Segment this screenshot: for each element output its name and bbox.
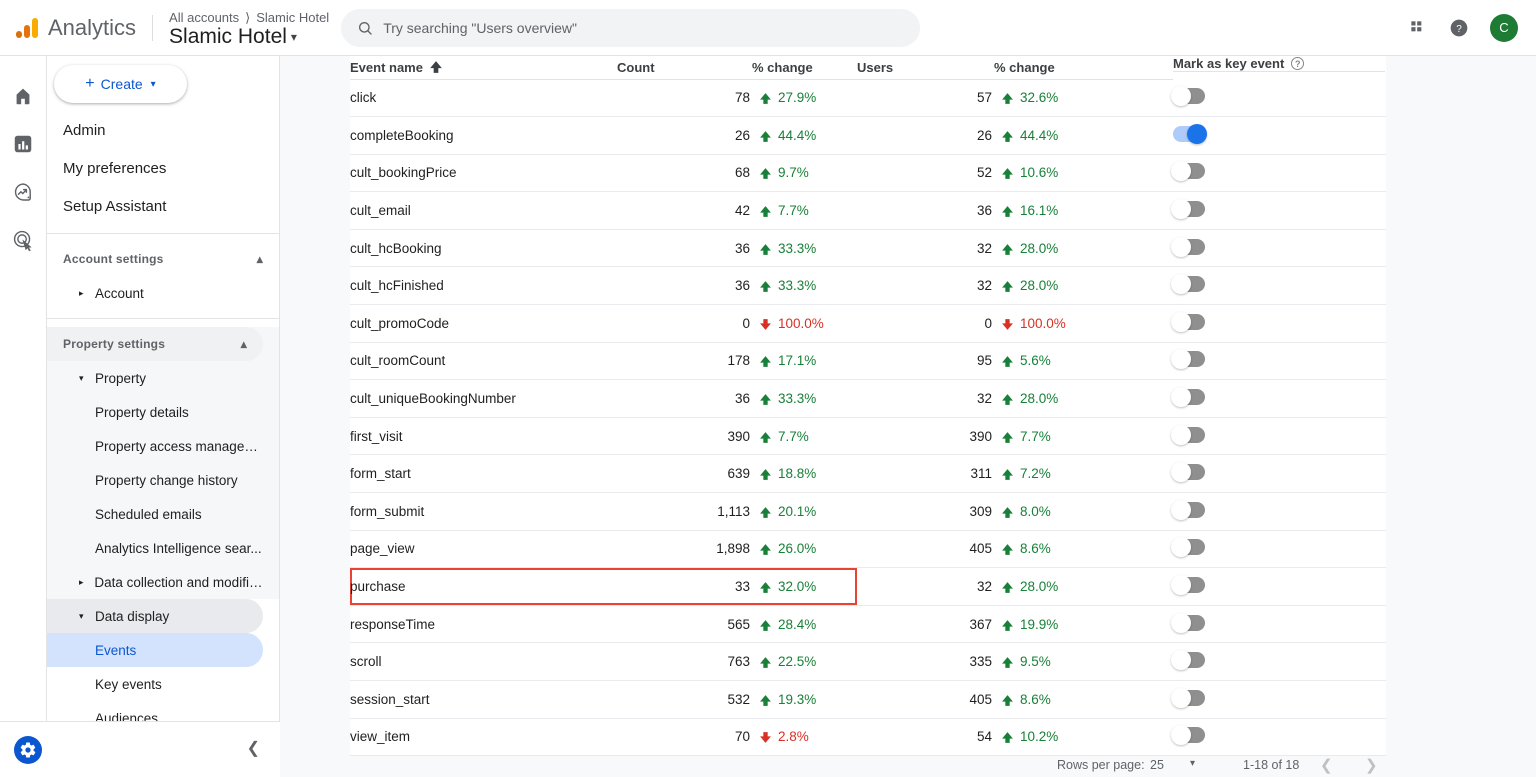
svg-text:?: ? [1456, 23, 1462, 34]
